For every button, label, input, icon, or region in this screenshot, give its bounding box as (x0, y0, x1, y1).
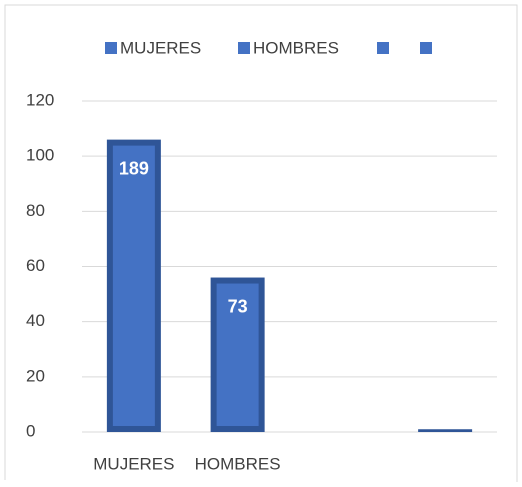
legend-swatch (105, 42, 117, 54)
bar-edge (418, 429, 473, 432)
bar-fill (112, 145, 155, 426)
bar (418, 429, 473, 432)
y-tick-label: 80 (26, 201, 45, 220)
y-tick-label: 0 (26, 421, 35, 440)
data-label: 189 (119, 158, 149, 178)
legend-label: MUJERES (120, 38, 201, 57)
bar-fill (216, 283, 259, 426)
y-tick-label: 120 (26, 90, 54, 109)
data-label: 73 (228, 296, 248, 316)
y-tick-label: 40 (26, 311, 45, 330)
legend-label: HOMBRES (253, 38, 339, 57)
y-tick-label: 100 (26, 146, 54, 165)
chart-frame (4, 4, 518, 482)
legend-swatch (238, 42, 250, 54)
x-tick-label: MUJERES (93, 454, 174, 473)
legend-swatch (420, 42, 432, 54)
bar (106, 139, 161, 432)
y-tick-label: 60 (26, 256, 45, 275)
x-tick-label: HOMBRES (195, 454, 281, 473)
y-tick-label: 20 (26, 366, 45, 385)
bar (210, 277, 265, 432)
legend-swatch (377, 42, 389, 54)
